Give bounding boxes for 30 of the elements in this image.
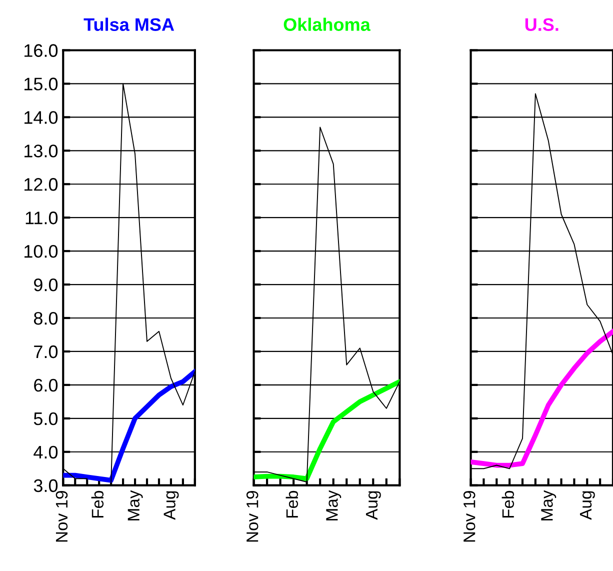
y-tick-label: 16.0 — [24, 44, 58, 57]
x-tick-label: May — [128, 490, 143, 520]
line-series — [63, 369, 195, 483]
y-tick-label: 14.0 — [24, 111, 58, 124]
y-tick-label: 4.0 — [34, 446, 58, 459]
y-tick-label: 5.0 — [34, 412, 58, 426]
x-tick-label: Aug — [580, 491, 595, 520]
x-tick-label: Aug — [366, 491, 381, 520]
y-tick-label: 13.0 — [24, 144, 58, 158]
y-tick-label: 3.0 — [34, 479, 58, 492]
chart-title: Oklahoma — [284, 18, 370, 31]
x-tick-label: May — [326, 490, 342, 520]
x-tick-label: Nov 19 — [463, 491, 476, 542]
chart-title: Tulsa MSA — [84, 18, 174, 31]
x-tick-label: Aug — [164, 491, 179, 520]
x-tick-label: Feb — [502, 490, 514, 518]
y-tick-label: 9.0 — [34, 278, 58, 292]
y-tick-label: 8.0 — [34, 312, 58, 325]
y-tick-label: 10.0 — [24, 245, 58, 258]
y-tick-label: 11.0 — [26, 212, 58, 224]
x-tick-label: Nov 19 — [246, 491, 258, 542]
y-tick-label: 12.0 — [24, 178, 58, 191]
y-tick-label: 7.0 — [34, 345, 58, 358]
y-tick-label: 6.0 — [34, 378, 58, 392]
x-tick-label: Feb — [286, 490, 298, 518]
x-tick-label: Feb — [91, 490, 104, 518]
x-tick-label: Nov 19 — [56, 491, 68, 542]
x-tick-label: May — [541, 490, 556, 520]
y-tick-label: 15.0 — [24, 78, 58, 90]
chart-title: U.S. — [525, 18, 558, 31]
